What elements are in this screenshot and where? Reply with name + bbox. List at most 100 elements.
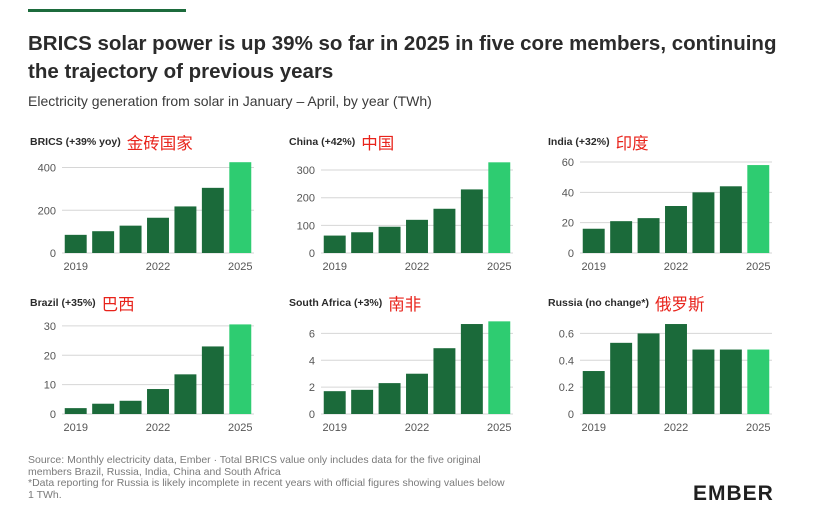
bar-2020 bbox=[610, 342, 633, 414]
panel-china: China (+42%) 中国 0 100 200 300 2019 2022 2025 bbox=[287, 131, 521, 281]
x-tick-label: 2025 bbox=[487, 422, 511, 434]
bar-2019 bbox=[323, 391, 346, 414]
y-tick-label: 0 bbox=[568, 409, 574, 421]
panel-title: BRICS (+39% yoy) bbox=[30, 136, 121, 148]
bar-2024 bbox=[460, 324, 483, 414]
panel-header: BRICS (+39% yoy) 金砖国家 bbox=[30, 131, 193, 153]
panel-title: South Africa (+3%) bbox=[289, 297, 383, 309]
panel-annotation: 印度 bbox=[615, 134, 649, 153]
bar-chart-brics: 0 200 400 2019 2022 2025 bbox=[38, 162, 254, 273]
y-tick-label: 0 bbox=[568, 248, 574, 260]
panel-header: Russia (no change*) 俄罗斯 bbox=[548, 292, 704, 314]
bar-2020 bbox=[92, 231, 115, 253]
bar-2024 bbox=[201, 187, 224, 253]
panel-annotation: 金砖国家 bbox=[126, 134, 193, 153]
x-tick-label: 2019 bbox=[322, 422, 346, 434]
y-tick-label: 0 bbox=[309, 248, 315, 260]
bar-2022 bbox=[147, 389, 169, 414]
chart-subtitle: Electricity generation from solar in Jan… bbox=[28, 93, 432, 109]
x-tick-label: 2019 bbox=[322, 261, 346, 273]
bar-2020 bbox=[92, 403, 115, 414]
y-tick-label: 300 bbox=[297, 165, 315, 177]
y-tick-label: 10 bbox=[44, 380, 56, 392]
y-tick-label: 400 bbox=[38, 163, 56, 175]
bar-2024 bbox=[460, 189, 483, 253]
panel-annotation: 巴西 bbox=[101, 295, 135, 314]
y-tick-label: 20 bbox=[562, 218, 574, 230]
x-tick-label: 2019 bbox=[581, 422, 605, 434]
panel-header: India (+32%) 印度 bbox=[548, 131, 649, 153]
panel-south-africa: South Africa (+3%) 南非 0 2 4 6 2019 2022 2025 bbox=[287, 292, 521, 442]
y-tick-label: 0 bbox=[50, 409, 56, 421]
y-tick-label: 100 bbox=[297, 220, 315, 232]
bar-2023 bbox=[433, 348, 456, 414]
footnote-line: *Data reporting for Russia is likely inc… bbox=[28, 477, 505, 490]
bar-chart-india: 0 20 40 60 2019 2022 2025 bbox=[562, 157, 772, 273]
bar-2025 bbox=[488, 162, 511, 253]
y-tick-label: 2 bbox=[309, 382, 315, 394]
bar-2019 bbox=[64, 408, 87, 414]
x-tick-label: 2022 bbox=[405, 422, 429, 434]
bar-chart-south-africa: 0 2 4 6 2019 2022 2025 bbox=[309, 321, 513, 434]
y-tick-label: 30 bbox=[44, 321, 56, 333]
panel-header: South Africa (+3%) 南非 bbox=[289, 292, 421, 314]
bar-chart-russia: 0 0.2 0.4 0.6 2019 2022 2025 bbox=[559, 324, 772, 434]
y-tick-label: 200 bbox=[297, 193, 315, 205]
panel-annotation: 俄罗斯 bbox=[654, 295, 705, 314]
bar-2019 bbox=[64, 234, 87, 253]
source-note: Source: Monthly electricity data, Ember … bbox=[28, 454, 668, 501]
bar-2019 bbox=[582, 371, 605, 414]
bar-2022 bbox=[406, 219, 428, 253]
bar-2024 bbox=[201, 346, 224, 414]
x-tick-label: 2025 bbox=[746, 261, 770, 273]
panel-header: Brazil (+35%) 巴西 bbox=[30, 292, 135, 314]
panel-russia: Russia (no change*) 俄罗斯 0 0.2 0.4 0.6 2019 20… bbox=[546, 292, 780, 442]
y-tick-label: 200 bbox=[38, 205, 56, 217]
bar-2021 bbox=[119, 400, 142, 414]
bar-2022 bbox=[406, 373, 428, 414]
x-tick-label: 2025 bbox=[228, 422, 252, 434]
y-tick-label: 6 bbox=[309, 328, 315, 340]
y-tick-label: 0 bbox=[309, 409, 315, 421]
bar-2023 bbox=[433, 208, 456, 253]
panel-brazil: Brazil (+35%) 巴西 0 10 20 30 2019 2022 2025 bbox=[28, 292, 262, 442]
x-tick-label: 2022 bbox=[405, 261, 429, 273]
panel-annotation: 南非 bbox=[388, 295, 422, 314]
panel-title: China (+42%) bbox=[289, 136, 356, 148]
bar-2020 bbox=[351, 232, 374, 253]
bar-2023 bbox=[174, 206, 197, 253]
bar-2022 bbox=[147, 217, 169, 253]
panel-annotation: 中国 bbox=[361, 134, 395, 153]
y-tick-label: 20 bbox=[44, 350, 56, 362]
x-tick-label: 2025 bbox=[487, 261, 511, 273]
x-tick-label: 2019 bbox=[581, 261, 605, 273]
x-tick-label: 2025 bbox=[746, 422, 770, 434]
panel-title: Russia (no change*) bbox=[548, 297, 649, 309]
panel-brics: BRICS (+39% yoy) 金砖国家 0 200 400 2019 2022 202… bbox=[28, 131, 262, 281]
x-tick-label: 2019 bbox=[63, 422, 87, 434]
bar-2021 bbox=[637, 218, 660, 253]
source-line: members Brazil, Russia, India, China and… bbox=[28, 465, 281, 478]
x-tick-label: 2022 bbox=[146, 261, 170, 273]
bar-2021 bbox=[378, 226, 401, 253]
x-tick-label: 2022 bbox=[664, 422, 688, 434]
bar-2025 bbox=[747, 349, 770, 414]
y-tick-label: 40 bbox=[562, 187, 574, 199]
y-tick-label: 0.4 bbox=[559, 355, 574, 367]
bar-2024 bbox=[719, 186, 742, 253]
y-tick-label: 4 bbox=[309, 355, 315, 367]
bar-2023 bbox=[174, 374, 197, 414]
bar-2022 bbox=[665, 206, 687, 253]
bar-2021 bbox=[378, 383, 401, 414]
y-tick-label: 60 bbox=[562, 157, 574, 169]
bar-2023 bbox=[692, 349, 715, 414]
panel-title: Brazil (+35%) bbox=[30, 297, 96, 309]
panel-header: China (+42%) 中国 bbox=[289, 131, 394, 153]
chart-title: BRICS solar power is up 39% so far in 20… bbox=[28, 32, 777, 83]
bar-2023 bbox=[692, 192, 715, 253]
panel-india: India (+32%) 印度 0 20 40 60 2019 2022 2025 bbox=[546, 131, 780, 281]
bar-2025 bbox=[488, 321, 511, 414]
y-tick-label: 0 bbox=[50, 248, 56, 260]
ember-logo: EMBER bbox=[693, 482, 774, 505]
bar-2021 bbox=[637, 333, 660, 414]
